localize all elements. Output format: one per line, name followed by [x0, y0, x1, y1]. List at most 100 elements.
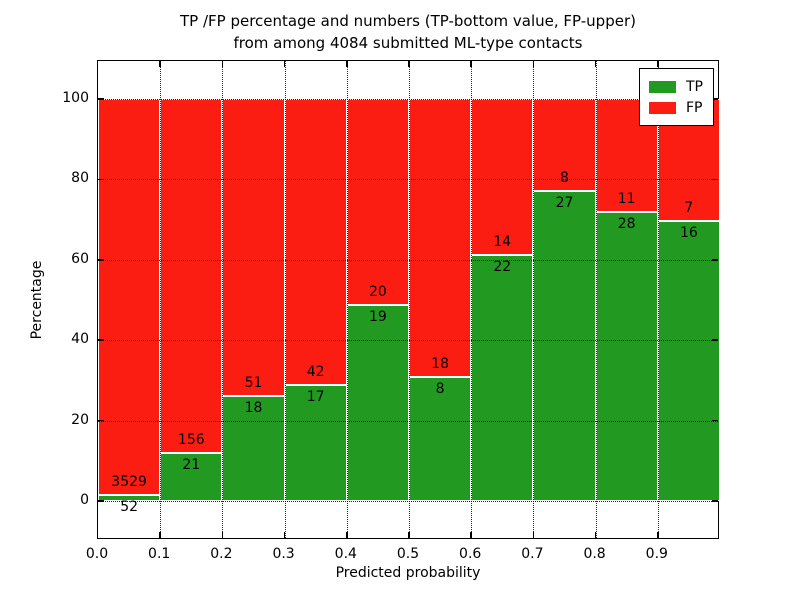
- y-tick-mark: [712, 98, 718, 100]
- legend-label-tp: TP: [686, 78, 703, 95]
- y-gridline: [98, 501, 718, 502]
- x-tick-mark: [346, 61, 348, 67]
- x-axis-label: Predicted probability: [335, 565, 481, 581]
- y-tick-label: 0: [80, 492, 89, 508]
- x-tick-mark: [657, 532, 659, 538]
- y-tick-mark: [712, 500, 718, 502]
- x-tick-label: 0.4: [334, 546, 357, 562]
- x-tick-label: 0.2: [210, 546, 233, 562]
- x-tick-mark: [346, 532, 348, 538]
- y-tick-label: 40: [71, 331, 89, 348]
- x-tick-label: 0.5: [396, 546, 420, 562]
- bar-segment-tp: [98, 495, 161, 501]
- tp-count-label: 28: [617, 216, 636, 233]
- x-gridline: [222, 61, 224, 538]
- fp-count-label: 11: [617, 191, 636, 208]
- x-gridline: [284, 61, 286, 538]
- tp-count-label: 19: [368, 309, 387, 326]
- y-tick-mark: [98, 500, 104, 502]
- x-tick-mark: [657, 61, 659, 67]
- x-tick-mark: [221, 532, 224, 538]
- chart-title-line2: from among 4084 submitted ML-type contac…: [233, 34, 583, 52]
- y-tick-label: 80: [71, 170, 89, 187]
- fp-count-label: 42: [306, 364, 325, 381]
- legend-label-fp: FP: [686, 99, 703, 116]
- y-axis-label: Percentage: [29, 260, 45, 340]
- y-gridline: [98, 420, 718, 422]
- x-tick-mark: [594, 61, 597, 67]
- x-tick-mark: [408, 532, 410, 538]
- bar-segment-fp: [98, 99, 161, 496]
- bar-segment-fp: [284, 99, 347, 386]
- y-gridline: [98, 179, 718, 181]
- y-tick-label: 100: [62, 90, 89, 106]
- y-tick-mark: [98, 259, 104, 261]
- tp-count-label: 52: [120, 499, 139, 516]
- y-gridline: [98, 340, 718, 342]
- x-gridline: [160, 61, 162, 538]
- x-tick-mark: [532, 532, 535, 538]
- bar-segment-fp: [409, 99, 472, 378]
- fp-count-label: 18: [431, 356, 449, 373]
- x-gridline: [471, 61, 473, 538]
- y-gridline: [98, 99, 718, 100]
- plot-area: TP FP 3529 52 156 21 51 18 42 17 20 19 18 8 14 22 8 27 1…: [97, 60, 720, 539]
- chart-title: TP /FP percentage and numbers (TP-bottom…: [97, 10, 719, 54]
- x-tick-label: 0.6: [459, 546, 482, 562]
- y-tick-mark: [98, 419, 104, 422]
- tp-count-label: 27: [555, 194, 574, 211]
- y-tick-mark: [98, 339, 104, 341]
- x-tick-mark: [594, 532, 597, 538]
- x-gridline: [346, 61, 348, 538]
- x-tick-mark: [408, 61, 410, 67]
- x-tick-label: 0.8: [583, 546, 606, 562]
- bar-segment-tp: [657, 221, 720, 501]
- legend: TP FP: [639, 68, 714, 126]
- fp-count-label: 20: [368, 284, 387, 301]
- y-tick-mark: [712, 339, 718, 341]
- x-gridline: [409, 61, 410, 538]
- y-tick-mark: [712, 178, 718, 181]
- bar-segment-fp: [346, 99, 409, 306]
- fp-count-label: 14: [493, 234, 512, 251]
- x-tick-label: 0.0: [85, 546, 109, 562]
- bar-segment-fp: [222, 99, 285, 397]
- x-tick-label: 0.1: [148, 546, 171, 562]
- tp-count-label: 18: [244, 400, 263, 417]
- fp-swatch-icon: [649, 101, 676, 114]
- bar-segment-fp: [160, 99, 223, 454]
- y-tick-mark: [712, 419, 718, 422]
- chart-title-line1: TP /FP percentage and numbers (TP-bottom…: [180, 12, 636, 30]
- x-gridline: [533, 61, 535, 538]
- x-tick-label: 0.3: [272, 546, 295, 562]
- tp-count-label: 8: [435, 381, 445, 398]
- fp-count-label: 51: [244, 375, 263, 392]
- y-tick-label: 60: [71, 250, 89, 267]
- x-tick-label: 0.7: [521, 546, 544, 562]
- bar-segment-tp: [533, 190, 596, 501]
- y-tick-mark: [98, 98, 104, 100]
- y-tick-mark: [98, 178, 104, 181]
- x-tick-mark: [470, 532, 472, 538]
- tp-swatch-icon: [649, 80, 676, 93]
- x-tick-mark: [532, 61, 535, 67]
- tp-count-label: 17: [306, 389, 325, 406]
- x-gridline: [657, 61, 659, 538]
- bar-segment-tp: [284, 385, 347, 501]
- bar-segment-tp: [409, 377, 472, 501]
- legend-item-tp: TP: [649, 76, 703, 97]
- y-tick-mark: [712, 259, 718, 261]
- x-tick-mark: [159, 532, 161, 538]
- bar-segment-tp: [160, 453, 223, 501]
- y-gridline: [98, 259, 718, 261]
- fp-count-label: 7: [684, 200, 694, 217]
- x-tick-label: 0.9: [645, 546, 668, 562]
- x-tick-mark: [283, 61, 286, 67]
- bar-segment-tp: [595, 212, 658, 501]
- fp-count-label: 156: [177, 432, 205, 449]
- x-tick-mark: [221, 61, 224, 67]
- tp-count-label: 21: [182, 457, 201, 474]
- x-tick-mark: [470, 61, 472, 67]
- y-tick-label: 20: [71, 411, 89, 428]
